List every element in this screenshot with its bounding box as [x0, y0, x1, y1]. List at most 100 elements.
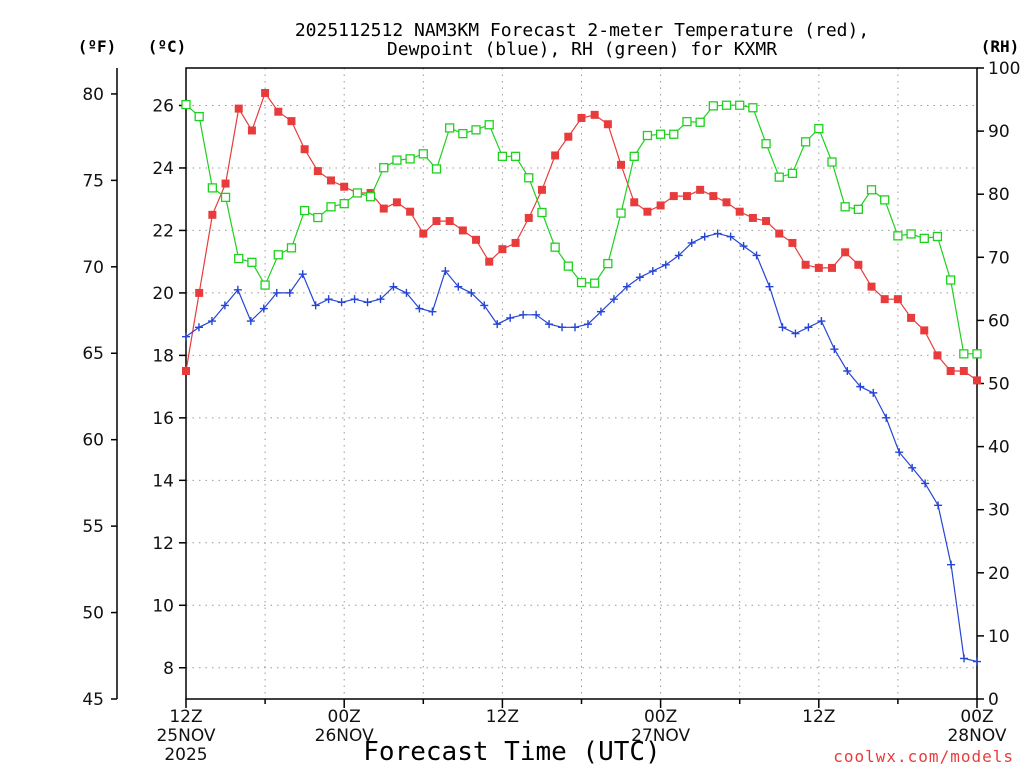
rh-point [524, 173, 534, 183]
dewpoint-point [454, 282, 463, 291]
rh-point [932, 231, 943, 242]
temperature-point [841, 248, 850, 257]
dewpoint-point [648, 267, 657, 276]
temperature-point [959, 367, 968, 376]
dewpoint-point [622, 282, 631, 291]
rh-point [774, 172, 784, 182]
temperature-point [893, 295, 902, 304]
temperature-line [185, 91, 978, 381]
temperature-point [617, 160, 626, 169]
dewpoint-point [960, 654, 969, 663]
dewpoint-point [259, 304, 268, 313]
temperature-point [221, 179, 230, 188]
temperature-point [814, 263, 823, 272]
temperature-point [379, 204, 388, 213]
rh-point [194, 111, 204, 122]
rh-point [326, 202, 336, 212]
rh-point [392, 155, 402, 165]
dewpoint-point [739, 242, 748, 251]
temperature-point [458, 226, 467, 235]
temperature-point [551, 151, 560, 160]
temperature-point [564, 132, 573, 141]
celsius-tick-label: 26 [152, 96, 174, 116]
temperature-point [643, 207, 652, 216]
x-tick-label: 00Z 26NOV [315, 707, 374, 746]
temperature-point [630, 198, 639, 207]
dewpoint-point [545, 320, 554, 329]
dewpoint-point [311, 301, 320, 310]
temperature-point [445, 217, 454, 226]
celsius-tick-label: 14 [152, 471, 174, 491]
rh-point [431, 164, 442, 174]
temperature-point [406, 207, 415, 216]
dewpoint-point [246, 317, 255, 326]
dewpoint-point [583, 320, 592, 329]
rh-point [603, 258, 613, 269]
temperature-point [907, 313, 916, 322]
temperature-point [274, 107, 283, 116]
celsius-tick-label: 10 [152, 596, 174, 616]
temperature-point [827, 263, 836, 272]
rh-point [853, 204, 863, 214]
temperature-point [247, 126, 256, 135]
temperature-point [537, 185, 546, 194]
axes: 8 10 12 14 16 18 20 22 24 26 45 50 55 60 65 70 75 80 0 10 20… [82, 59, 1020, 765]
dewpoint-point [182, 332, 190, 341]
temperature-point [603, 120, 612, 129]
dewpoint-point [337, 298, 346, 307]
dewpoint-point [428, 307, 437, 316]
x-tick-label: 12Z [802, 707, 835, 727]
x-tick-label: 12Z [486, 707, 519, 727]
rh-tick-label: 60 [988, 311, 1010, 331]
rh-point [379, 163, 389, 173]
rh-point [260, 280, 270, 290]
x-axis-label: Forecast Time (UTC) [363, 737, 660, 767]
dewpoint-point [376, 295, 385, 304]
rh-point [616, 208, 626, 218]
temperature-point [946, 367, 955, 376]
rh-point [510, 151, 521, 161]
rh-point [893, 231, 903, 241]
celsius-tick-label: 20 [152, 284, 174, 304]
dewpoint-point [908, 463, 917, 472]
dewpoint-point [389, 282, 398, 291]
dewpoint-point [194, 323, 203, 332]
dewpoint-point [973, 657, 981, 666]
rh-point [906, 229, 916, 239]
temperature-point [472, 235, 481, 244]
celsius-tick-label: 22 [152, 221, 174, 241]
rh-point [945, 275, 956, 285]
rh-unit-label: (RH) [981, 37, 1020, 56]
dewpoint-point [220, 301, 229, 310]
temperature-point [208, 210, 217, 219]
rh-point [339, 199, 349, 209]
celsius-tick-label: 16 [152, 409, 174, 429]
temperature-point [261, 88, 270, 97]
dewpoint-point [596, 307, 605, 316]
temperature-point [920, 326, 929, 335]
temperature-point [182, 367, 190, 376]
dewpoint-point [713, 229, 722, 238]
dewpoint-point [687, 238, 696, 247]
temperature-point [933, 351, 942, 360]
temperature-point [762, 217, 771, 226]
dewpoint-point [272, 288, 281, 297]
rh-point [207, 183, 218, 193]
temperature-point [656, 201, 665, 210]
dewpoint-point [571, 323, 580, 332]
temperature-point [340, 182, 349, 191]
temperature-point [511, 238, 520, 247]
temperature-point [748, 213, 757, 222]
rh-point [827, 157, 837, 167]
temperature-point [524, 213, 533, 222]
fahrenheit-tick-label: 80 [82, 85, 104, 105]
x-tick-label: 12Z 25NOV 2025 [156, 707, 215, 765]
dewpoint-point [804, 323, 813, 332]
dewpoint-point [778, 323, 787, 332]
celsius-tick-label: 8 [163, 659, 174, 679]
rh-point [682, 116, 692, 127]
dewpoint-point [609, 295, 618, 304]
series-dewpoint [182, 229, 981, 666]
temperature-point [590, 110, 599, 119]
